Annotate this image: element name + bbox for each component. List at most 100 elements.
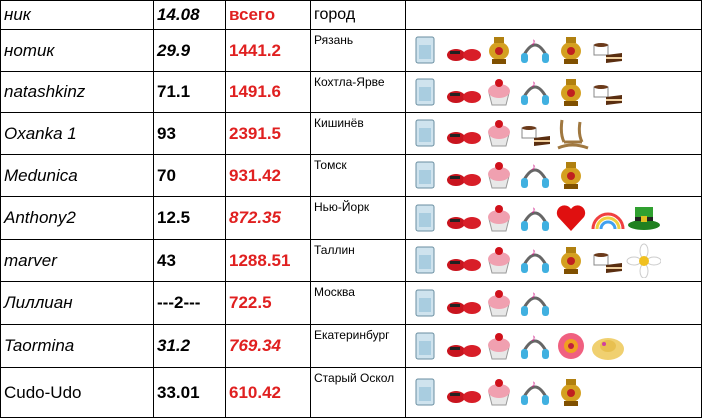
gift-icon <box>593 253 622 273</box>
gift-icon <box>415 119 435 147</box>
gift-icon <box>415 36 435 64</box>
gift-icon <box>593 43 622 63</box>
row: marver 43 1288.51 Таллин ♪ <box>0 239 702 282</box>
total-score: 769.34 <box>225 324 311 368</box>
row: natashkinz 71.1 1491.6 Кохтла-Ярве ♪ <box>0 71 702 113</box>
gift-icon <box>488 78 510 105</box>
day-score: 71.1 <box>153 71 226 113</box>
city: Таллин <box>310 239 406 282</box>
svg-text:♪: ♪ <box>531 247 536 258</box>
day-score: 29.9 <box>153 29 226 72</box>
gift-icons: ♪ <box>405 367 702 418</box>
row: Лиллиан ---2--- 722.5 Москва ♪ <box>0 281 702 325</box>
gift-icons: ♪ <box>405 281 702 325</box>
row: Taormina 31.2 769.34 Екатеринбург ♪ <box>0 324 702 368</box>
day-score: 70 <box>153 154 226 197</box>
nickname: Medunica <box>0 154 154 197</box>
gift-icon <box>489 37 509 64</box>
gift-icon <box>488 162 510 189</box>
gift-icon <box>447 391 481 403</box>
svg-text:♪: ♪ <box>531 37 536 48</box>
gift-icon <box>561 162 581 189</box>
gift-icon <box>488 379 510 406</box>
gift-icon <box>415 332 435 359</box>
gift-icon <box>556 204 586 231</box>
gift-icon <box>447 49 481 61</box>
svg-text:♪: ♪ <box>531 333 536 344</box>
header-row: ник 14.08 всего город <box>0 0 702 30</box>
gift-icon <box>626 243 662 279</box>
gift-icon <box>447 90 481 103</box>
gift-icon <box>415 289 435 316</box>
city: Томск <box>310 154 406 197</box>
gift-icon <box>447 132 481 144</box>
gift-icons: ♪ <box>405 71 702 113</box>
gift-icon: ♪ <box>521 333 549 359</box>
gift-icon <box>415 78 435 105</box>
gift-icon <box>447 259 481 271</box>
nickname: Oxanka 1 <box>0 112 154 155</box>
gift-icon <box>557 119 589 150</box>
gift-icon <box>488 120 510 147</box>
header-cell: ник <box>0 0 154 30</box>
total-score: 1441.2 <box>225 29 311 72</box>
day-score: 43 <box>153 239 226 282</box>
gift-icon <box>592 337 624 360</box>
gift-icons: ♪ <box>405 154 702 197</box>
gift-icon <box>447 174 481 186</box>
day-score: ---2--- <box>153 281 226 325</box>
svg-text:♪: ♪ <box>531 162 536 173</box>
city: Рязань <box>310 29 406 72</box>
gift-icons: ♪ <box>405 324 702 368</box>
gift-icon: ♪ <box>521 205 549 231</box>
gift-icon: ♪ <box>521 37 549 63</box>
svg-text:♪: ♪ <box>531 379 536 390</box>
city: Екатеринбург <box>310 324 406 368</box>
nickname: нотик <box>0 29 154 72</box>
total-score: 610.42 <box>225 367 311 418</box>
gift-icon <box>558 332 584 359</box>
total-score: 722.5 <box>225 281 311 325</box>
gift-icon: ♪ <box>521 247 549 273</box>
row: Oxanka 1 93 2391.5 Кишинёв <box>0 112 702 155</box>
gift-icon <box>488 289 510 316</box>
gift-icon <box>415 246 435 274</box>
gift-icon <box>561 379 581 406</box>
city: Старый Оскол <box>310 367 406 418</box>
gift-icon <box>593 84 622 105</box>
gift-icon <box>447 216 481 229</box>
day-score: 33.01 <box>153 367 226 418</box>
gift-icon <box>447 344 481 357</box>
header-cell: город <box>310 0 406 30</box>
day-score: 31.2 <box>153 324 226 368</box>
total-score: 1491.6 <box>225 71 311 113</box>
gift-icon <box>488 332 510 359</box>
day-score: 93 <box>153 112 226 155</box>
gift-icon <box>561 78 581 106</box>
total-score: 2391.5 <box>225 112 311 155</box>
gift-icon <box>591 212 625 229</box>
header-cell: всего <box>225 0 311 30</box>
row: Cudo-Udo 33.01 610.42 Старый Оскол ♪ <box>0 367 702 418</box>
gift-icon <box>561 37 581 64</box>
gift-icon <box>561 247 581 274</box>
svg-text:♪: ♪ <box>531 205 536 216</box>
gift-icon: ♪ <box>521 79 549 105</box>
nickname: Taormina <box>0 324 154 368</box>
city: Нью-Йорк <box>310 196 406 240</box>
gift-icon: ♪ <box>521 379 549 405</box>
total-score: 1288.51 <box>225 239 311 282</box>
header-cell <box>405 0 702 30</box>
gift-icons: ♪ <box>405 239 702 282</box>
gift-icon <box>488 247 510 274</box>
nickname: natashkinz <box>0 71 154 113</box>
gift-icon <box>447 301 481 314</box>
svg-text:♪: ♪ <box>531 290 536 301</box>
row: нотик 29.9 1441.2 Рязань ♪ <box>0 29 702 72</box>
day-score: 12.5 <box>153 196 226 240</box>
total-score: 872.35 <box>225 196 311 240</box>
gift-icon: ♪ <box>521 290 549 316</box>
city: Москва <box>310 281 406 325</box>
